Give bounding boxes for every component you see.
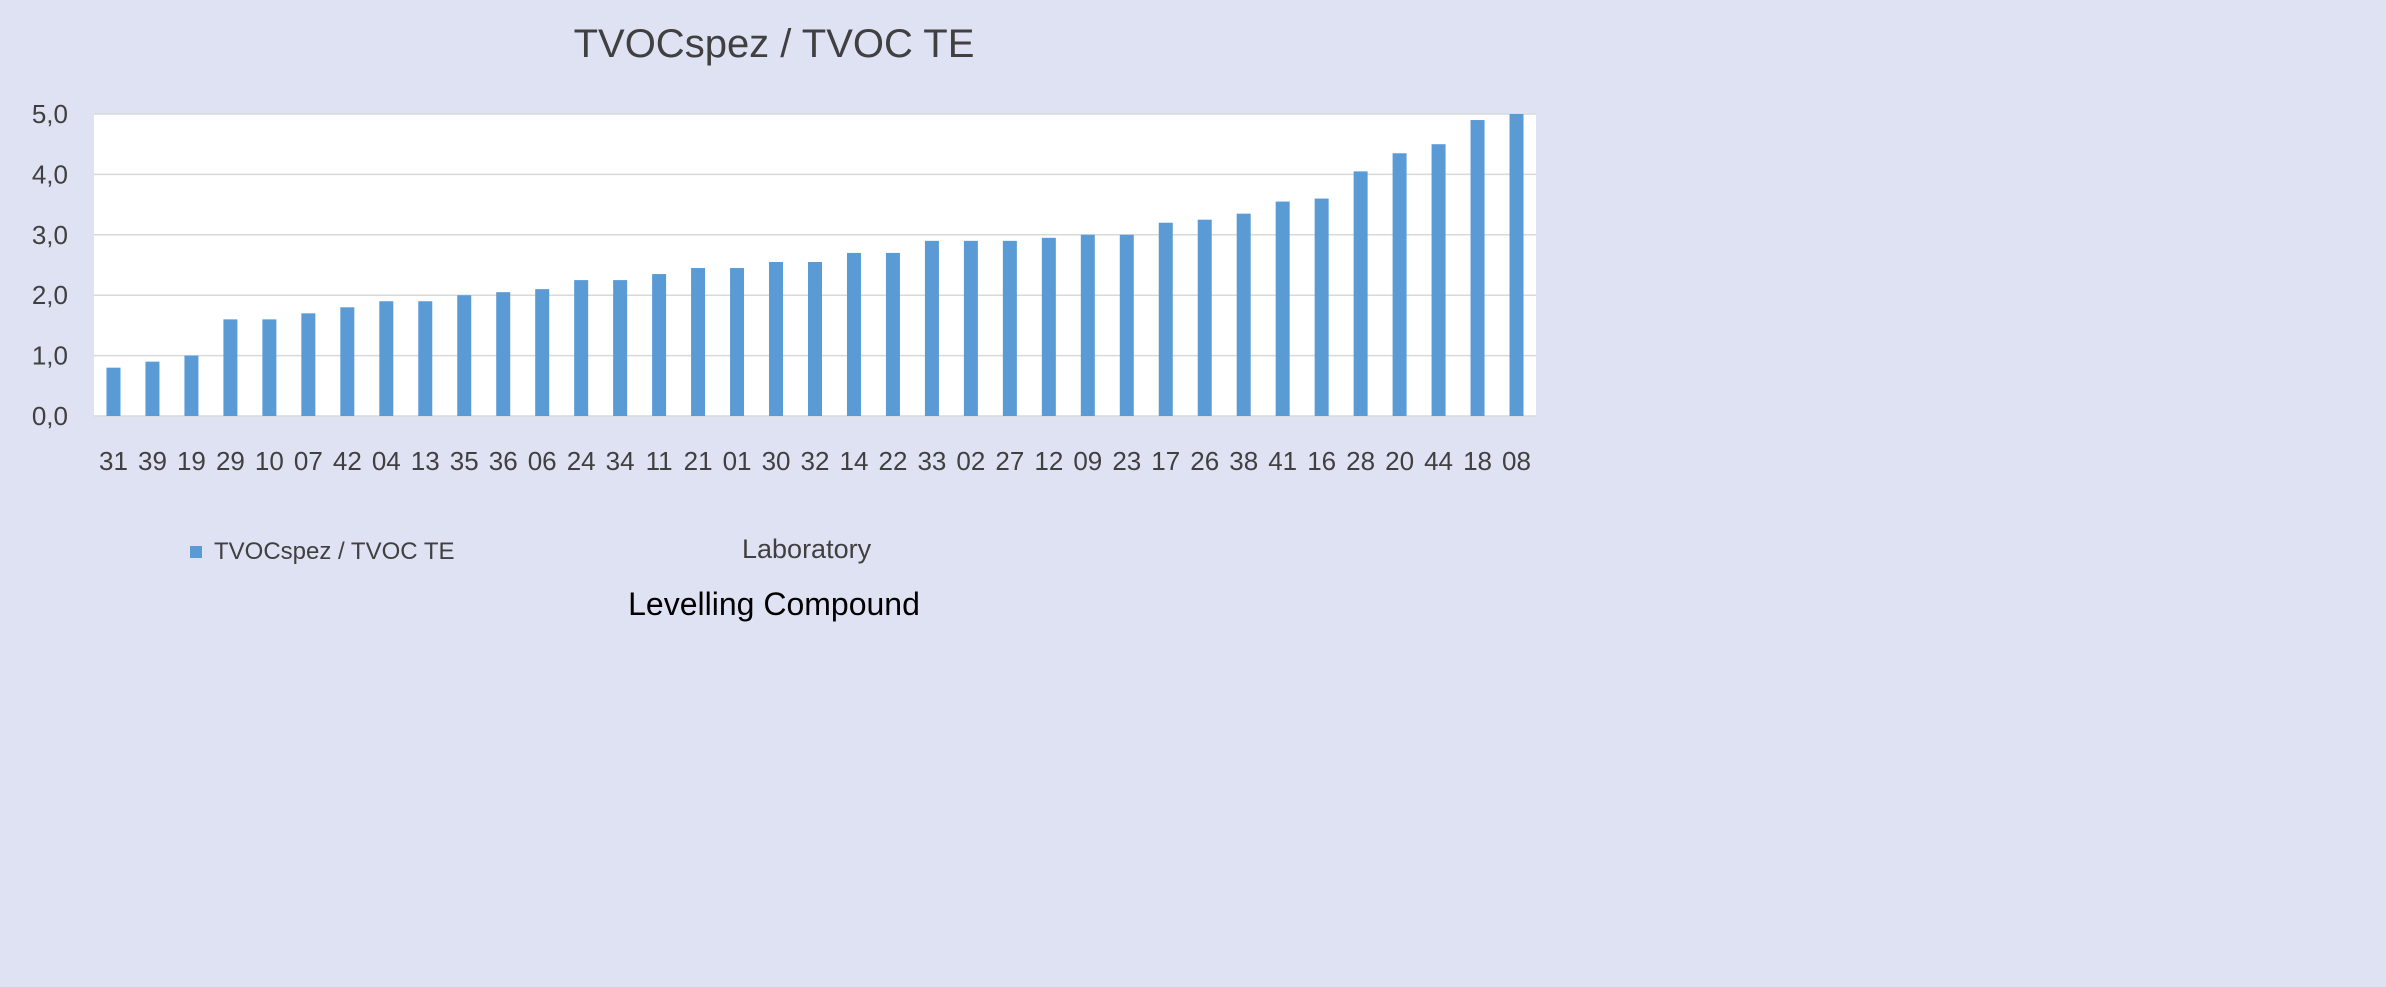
- legend: TVOCspez / TVOC TE: [190, 538, 455, 566]
- y-tick-label: 1,0: [32, 341, 68, 371]
- bar: [379, 301, 394, 416]
- x-tick-label: 31: [99, 446, 128, 476]
- bar: [106, 367, 121, 416]
- x-tick-label: 20: [1385, 446, 1414, 476]
- x-tick-label: 13: [411, 446, 440, 476]
- bar: [574, 280, 589, 416]
- y-tick-label: 3,0: [32, 220, 68, 250]
- x-tick-label: 34: [606, 446, 635, 476]
- chart-title: TVOCspez / TVOC TE: [573, 22, 975, 66]
- legend-swatch: [190, 546, 202, 558]
- x-tick-label: 18: [1463, 446, 1492, 476]
- x-tick-label: 39: [138, 446, 167, 476]
- bar: [808, 261, 822, 416]
- bar: [769, 261, 784, 416]
- x-tick-label: 23: [1112, 446, 1141, 476]
- bar: [418, 301, 433, 416]
- bar: [262, 319, 277, 416]
- x-tick-label: 24: [567, 446, 596, 476]
- x-tick-label: 35: [450, 446, 479, 476]
- x-tick-label: 08: [1502, 446, 1531, 476]
- x-tick-label: 32: [801, 446, 830, 476]
- bar: [1392, 153, 1407, 416]
- x-tick-label: 07: [294, 446, 323, 476]
- x-tick-label: 36: [489, 446, 518, 476]
- bar: [1236, 213, 1251, 416]
- bar: [924, 240, 939, 416]
- x-tick-label: 30: [762, 446, 791, 476]
- bar: [1080, 234, 1095, 416]
- x-tick-label: 38: [1229, 446, 1258, 476]
- x-tick-label: 10: [255, 446, 284, 476]
- x-tick-label: 33: [917, 446, 946, 476]
- x-tick-label: 06: [528, 446, 557, 476]
- bar: [1119, 234, 1134, 416]
- bar: [1353, 171, 1368, 416]
- x-tick-label: 14: [840, 446, 869, 476]
- bar: [457, 295, 472, 416]
- x-tick-label: 41: [1268, 446, 1297, 476]
- bar: [846, 252, 861, 416]
- x-tick-label: 09: [1073, 446, 1102, 476]
- bar: [301, 313, 316, 416]
- bar: [340, 307, 355, 416]
- bar: [652, 274, 667, 416]
- x-axis-label: Laboratory: [742, 534, 872, 564]
- bar: [1509, 114, 1524, 416]
- legend-label: TVOCspez / TVOC TE: [214, 538, 455, 565]
- bar: [496, 292, 511, 416]
- x-tick-label: 28: [1346, 446, 1375, 476]
- x-tick-label: 04: [372, 446, 401, 476]
- x-tick-label: 19: [177, 446, 206, 476]
- bar-chart: 0,0 1,0 2,0 3,0 4,0 5,0 31 39 19 29 10 07 42 04 13 35 36…: [32, 99, 1536, 476]
- x-tick-label: 02: [956, 446, 985, 476]
- bar: [885, 252, 900, 416]
- x-tick-label: 16: [1307, 446, 1336, 476]
- y-tick-label: 0,0: [32, 401, 68, 431]
- bar: [1314, 198, 1329, 416]
- x-tick-label: 01: [723, 446, 752, 476]
- x-tick-label: 11: [646, 446, 673, 476]
- x-tick-label: 22: [878, 446, 907, 476]
- x-tick-label: 12: [1034, 446, 1063, 476]
- bar: [184, 355, 199, 416]
- y-tick-label: 2,0: [32, 280, 68, 310]
- bar: [1431, 144, 1446, 416]
- y-tick-label: 4,0: [32, 159, 68, 189]
- bar: [1470, 120, 1485, 416]
- chart-caption: Levelling Compound: [628, 586, 920, 622]
- bar: [963, 240, 978, 416]
- x-tick-label: 29: [216, 446, 245, 476]
- y-tick-label: 5,0: [32, 99, 68, 129]
- x-tick-label: 44: [1424, 446, 1453, 476]
- bar: [1158, 222, 1173, 416]
- x-tick-label: 27: [995, 446, 1024, 476]
- bar: [1002, 240, 1017, 416]
- x-tick-label: 17: [1151, 446, 1180, 476]
- bar: [613, 280, 628, 416]
- bar: [1275, 201, 1290, 416]
- bar: [145, 361, 160, 416]
- bar: [691, 268, 706, 416]
- bar: [1041, 237, 1056, 416]
- bar: [1197, 219, 1212, 416]
- x-tick-label: 26: [1190, 446, 1219, 476]
- x-tick-label: 21: [684, 446, 713, 476]
- bar: [223, 319, 238, 416]
- bar: [535, 289, 550, 416]
- x-tick-label: 42: [333, 446, 362, 476]
- bar: [730, 268, 745, 416]
